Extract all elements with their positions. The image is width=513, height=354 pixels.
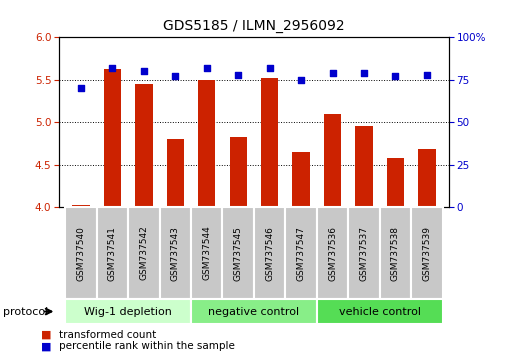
Text: protocol: protocol [3, 307, 48, 316]
Text: GSM737538: GSM737538 [391, 225, 400, 281]
Bar [65, 207, 97, 299]
Point [77, 85, 85, 91]
Point [297, 77, 305, 82]
Text: GSM737542: GSM737542 [140, 226, 148, 280]
Bar [387, 158, 404, 207]
Bar [65, 299, 191, 324]
Text: GSM737546: GSM737546 [265, 225, 274, 281]
Bar [191, 299, 317, 324]
Point [234, 72, 242, 78]
Text: GSM737539: GSM737539 [422, 225, 431, 281]
Bar [128, 207, 160, 299]
Bar [324, 114, 341, 207]
Bar [418, 149, 436, 207]
Text: GSM737541: GSM737541 [108, 225, 117, 281]
Text: GSM737537: GSM737537 [360, 225, 368, 281]
Point [171, 73, 180, 79]
Point [266, 65, 274, 70]
Text: GSM737540: GSM737540 [76, 225, 86, 281]
Text: GSM737544: GSM737544 [202, 226, 211, 280]
Point [108, 65, 116, 70]
Text: Wig-1 depletion: Wig-1 depletion [84, 307, 172, 316]
Point [140, 68, 148, 74]
Bar [292, 152, 310, 207]
Bar [348, 207, 380, 299]
Bar [104, 69, 121, 207]
Bar [411, 207, 443, 299]
Point [423, 72, 431, 78]
Text: GSM737547: GSM737547 [297, 225, 306, 281]
Point [328, 70, 337, 76]
Bar [223, 207, 254, 299]
Bar [160, 207, 191, 299]
Text: percentile rank within the sample: percentile rank within the sample [59, 341, 235, 351]
Point [203, 65, 211, 70]
Bar [285, 207, 317, 299]
Text: ■: ■ [41, 330, 51, 339]
Text: vehicle control: vehicle control [339, 307, 421, 316]
Text: transformed count: transformed count [59, 330, 156, 339]
Bar [356, 126, 372, 207]
Title: GDS5185 / ILMN_2956092: GDS5185 / ILMN_2956092 [163, 19, 345, 33]
Text: GSM737545: GSM737545 [234, 225, 243, 281]
Bar [380, 207, 411, 299]
Bar [97, 207, 128, 299]
Bar [317, 207, 348, 299]
Bar [317, 299, 443, 324]
Point [360, 70, 368, 76]
Bar [191, 207, 223, 299]
Bar [198, 80, 215, 207]
Text: negative control: negative control [208, 307, 300, 316]
Bar [135, 84, 152, 207]
Bar [72, 205, 90, 207]
Text: ■: ■ [41, 341, 51, 351]
Bar [229, 137, 247, 207]
Bar [254, 207, 285, 299]
Bar [261, 78, 278, 207]
Bar [167, 139, 184, 207]
Point [391, 73, 400, 79]
Text: GSM737543: GSM737543 [171, 225, 180, 281]
Text: GSM737536: GSM737536 [328, 225, 337, 281]
